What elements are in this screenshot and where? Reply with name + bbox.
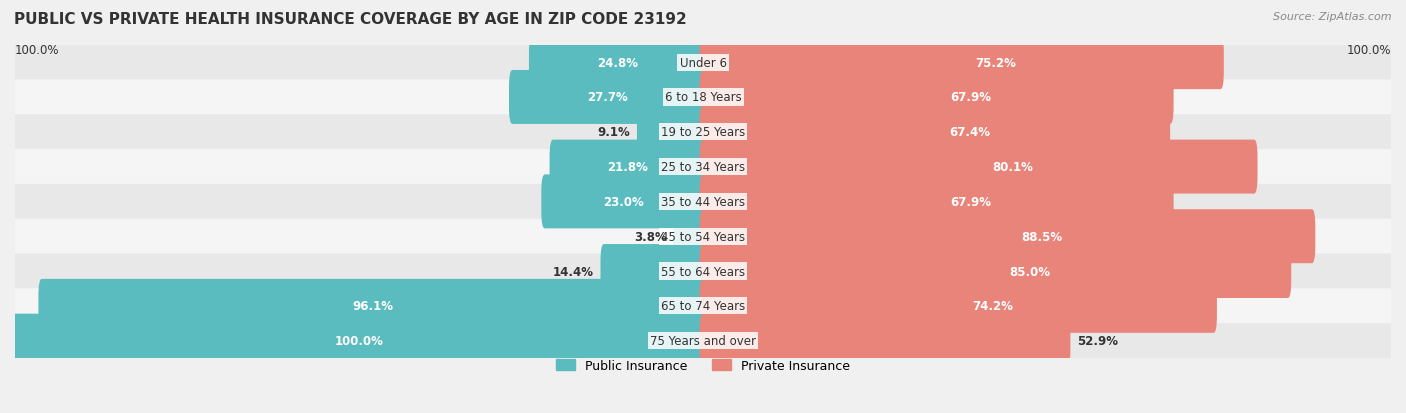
Text: 3.8%: 3.8% [634,230,666,243]
Text: 14.4%: 14.4% [553,265,593,278]
Text: PUBLIC VS PRIVATE HEALTH INSURANCE COVERAGE BY AGE IN ZIP CODE 23192: PUBLIC VS PRIVATE HEALTH INSURANCE COVER… [14,12,686,27]
Legend: Public Insurance, Private Insurance: Public Insurance, Private Insurance [551,354,855,377]
FancyBboxPatch shape [550,140,706,194]
Text: 88.5%: 88.5% [1021,230,1063,243]
Text: 35 to 44 Years: 35 to 44 Years [661,195,745,209]
FancyBboxPatch shape [15,46,1391,81]
FancyBboxPatch shape [541,175,706,229]
Text: Under 6: Under 6 [679,57,727,69]
FancyBboxPatch shape [637,106,706,159]
Text: 67.9%: 67.9% [950,91,991,104]
FancyBboxPatch shape [673,210,706,263]
FancyBboxPatch shape [38,279,706,333]
Text: 85.0%: 85.0% [1010,265,1050,278]
FancyBboxPatch shape [15,81,1391,115]
FancyBboxPatch shape [15,289,1391,323]
FancyBboxPatch shape [700,279,1218,333]
Text: 100.0%: 100.0% [335,335,384,347]
Text: 52.9%: 52.9% [1077,335,1118,347]
FancyBboxPatch shape [700,314,1070,368]
Text: 96.1%: 96.1% [352,299,392,313]
Text: 21.8%: 21.8% [607,161,648,174]
Text: 27.7%: 27.7% [588,91,628,104]
FancyBboxPatch shape [700,36,1223,90]
Text: 6 to 18 Years: 6 to 18 Years [665,91,741,104]
Text: 55 to 64 Years: 55 to 64 Years [661,265,745,278]
FancyBboxPatch shape [529,36,706,90]
FancyBboxPatch shape [700,106,1170,159]
Text: 24.8%: 24.8% [598,57,638,69]
Text: 25 to 34 Years: 25 to 34 Years [661,161,745,174]
FancyBboxPatch shape [15,219,1391,254]
Text: 67.9%: 67.9% [950,195,991,209]
Text: 19 to 25 Years: 19 to 25 Years [661,126,745,139]
Text: Source: ZipAtlas.com: Source: ZipAtlas.com [1274,12,1392,22]
FancyBboxPatch shape [700,210,1316,263]
Text: 75.2%: 75.2% [976,57,1017,69]
Text: 74.2%: 74.2% [972,299,1014,313]
Text: 100.0%: 100.0% [1347,44,1391,57]
FancyBboxPatch shape [700,244,1291,298]
Text: 80.1%: 80.1% [993,161,1033,174]
Text: 45 to 54 Years: 45 to 54 Years [661,230,745,243]
Text: 75 Years and over: 75 Years and over [650,335,756,347]
FancyBboxPatch shape [700,140,1257,194]
FancyBboxPatch shape [15,150,1391,185]
FancyBboxPatch shape [15,115,1391,150]
FancyBboxPatch shape [509,71,706,125]
Text: 23.0%: 23.0% [603,195,644,209]
FancyBboxPatch shape [11,314,706,368]
Text: 9.1%: 9.1% [598,126,630,139]
Text: 100.0%: 100.0% [15,44,59,57]
Text: 67.4%: 67.4% [949,126,990,139]
FancyBboxPatch shape [15,254,1391,289]
FancyBboxPatch shape [700,71,1174,125]
FancyBboxPatch shape [700,175,1174,229]
FancyBboxPatch shape [600,244,706,298]
FancyBboxPatch shape [15,323,1391,358]
Text: 65 to 74 Years: 65 to 74 Years [661,299,745,313]
FancyBboxPatch shape [15,185,1391,219]
